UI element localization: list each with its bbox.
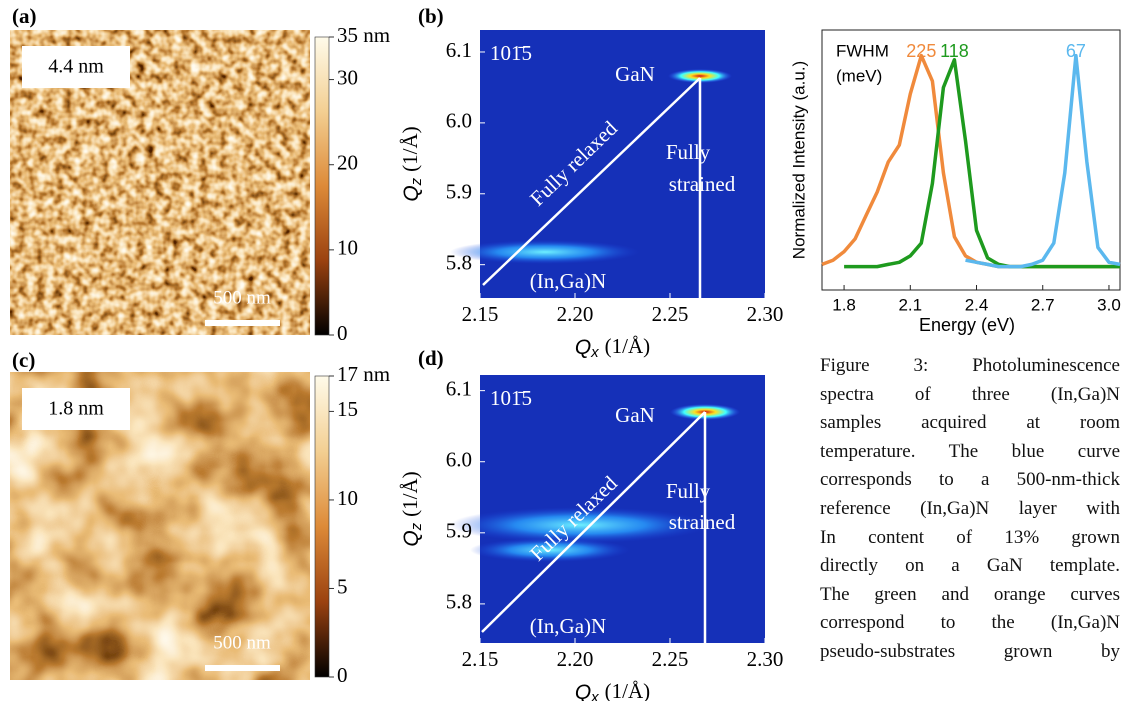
caption-line: temperature. The blue curve (820, 438, 1120, 467)
x-axis-label: Qx (1/Å) (575, 334, 650, 361)
axis-subscript: x (590, 689, 599, 701)
y-tick-label: 6.1 (446, 376, 472, 400)
y-tick-label: 5.8 (446, 590, 472, 614)
peak-blob (450, 240, 640, 264)
x-tick-label: 2.25 (652, 647, 689, 671)
colorbar (315, 376, 329, 677)
annotation: 101̄5 (490, 41, 532, 65)
annotation: Fully (666, 479, 711, 503)
axis-symbol: Q (575, 681, 591, 701)
inset-label: 4.4 nm (48, 56, 104, 78)
colorbar-tick-label: 17 nm (337, 362, 390, 386)
panel-label: (a) (12, 4, 37, 28)
annotation: (In,Ga)N (530, 269, 606, 293)
axis-subscript: x (590, 344, 599, 361)
scale-bar-label: 500 nm (213, 287, 271, 308)
caption-line: pseudo-substrates grown by (820, 638, 1120, 667)
legend-title: (meV) (836, 66, 882, 85)
caption-line: corresponds to a 500-nm-thick (820, 466, 1120, 495)
panel-label: (c) (12, 348, 35, 372)
annotation: GaN (615, 403, 655, 427)
panel-label: (b) (418, 4, 444, 28)
colorbar-tick-label: 0 (337, 663, 348, 687)
scale-bar-label: 500 nm (213, 632, 271, 653)
panel-label: (d) (418, 346, 444, 370)
x-tick-label: 2.25 (652, 302, 689, 326)
y-tick-label: 6.0 (446, 109, 472, 133)
y-tick-label: 5.9 (446, 180, 472, 204)
caption-line: In content of 13% grown (820, 524, 1120, 553)
x-tick-label: 2.30 (747, 302, 784, 326)
spectrum-line (822, 56, 1120, 267)
annotation: (In,Ga)N (530, 614, 606, 638)
spectrum-line (966, 56, 1121, 267)
axis-symbol: Q (575, 336, 591, 359)
annotation: strained (669, 172, 736, 196)
axis-unit: (1/Å) (605, 334, 651, 358)
legend-entry: 225 (906, 41, 936, 61)
axis-unit: (1/Å) (398, 471, 422, 517)
axis-subscript: z (408, 177, 425, 186)
legend-entry: 118 (940, 41, 969, 61)
x-tick-label: 2.1 (898, 295, 922, 314)
y-tick-label: 6.0 (446, 448, 472, 472)
annotation: strained (669, 510, 736, 534)
axis-unit: (1/Å) (605, 679, 651, 701)
inset-label: 1.8 nm (48, 398, 104, 420)
caption-line: spectra of three (In,Ga)N (820, 381, 1120, 410)
caption-line: correspond to the (In,Ga)N (820, 609, 1120, 638)
axis-symbol: Q (400, 530, 423, 546)
y-axis-label: Normalized Intensity (a.u.) (789, 61, 808, 259)
colorbar-tick-label: 15 (337, 397, 358, 421)
figure-page: (a) 4.4 nm 500 nm 35 nm 30 20 10 0 (c) 1.8 nm 500 … (0, 0, 1122, 701)
colorbar-tick-label: 35 nm (337, 23, 390, 47)
colorbar-tick-label: 30 (337, 65, 358, 89)
caption-line: reference (In,Ga)N layer with (820, 495, 1120, 524)
x-tick-label: 1.8 (832, 295, 856, 314)
colorbar-tick-label: 5 (337, 574, 348, 598)
y-tick-label: 5.9 (446, 519, 472, 543)
caption-line: The green and orange curves (820, 581, 1120, 610)
colorbar (315, 37, 329, 335)
y-axis-label: Qz (1/Å) (398, 126, 425, 201)
annotation: 101̄5 (490, 386, 532, 410)
annotation: GaN (615, 62, 655, 86)
colorbar-tick-label: 10 (337, 486, 358, 510)
x-tick-label: 2.4 (965, 295, 989, 314)
y-tick-label: 6.1 (446, 38, 472, 62)
caption-line: directly on a GaN template. (820, 552, 1120, 581)
legend-entry: 67 (1066, 41, 1086, 61)
x-tick-label: 2.30 (747, 647, 784, 671)
x-tick-label: 2.20 (557, 647, 594, 671)
x-axis-label: Qx (1/Å) (575, 679, 650, 701)
legend-title: FWHM (836, 41, 889, 60)
x-tick-label: 2.15 (462, 302, 499, 326)
x-tick-label: 3.0 (1097, 295, 1121, 314)
colorbar-tick-label: 20 (337, 151, 358, 175)
x-tick-label: 2.15 (462, 647, 499, 671)
x-axis-label: Energy (eV) (919, 315, 1015, 335)
y-axis-label: Qz (1/Å) (398, 471, 425, 546)
colorbar-tick-label: 10 (337, 236, 358, 260)
caption-line: Figure 3: Photoluminescence (820, 352, 1120, 381)
caption-line: samples acquired at room (820, 409, 1120, 438)
axis-symbol: Q (400, 185, 423, 201)
axis-subscript: z (408, 522, 425, 531)
annotation: Fully (666, 140, 711, 164)
x-tick-label: 2.20 (557, 302, 594, 326)
y-tick-label: 5.8 (446, 250, 472, 274)
axis-unit: (1/Å) (398, 126, 422, 172)
colorbar-tick-label: 0 (337, 321, 348, 345)
x-tick-label: 2.7 (1031, 295, 1055, 314)
